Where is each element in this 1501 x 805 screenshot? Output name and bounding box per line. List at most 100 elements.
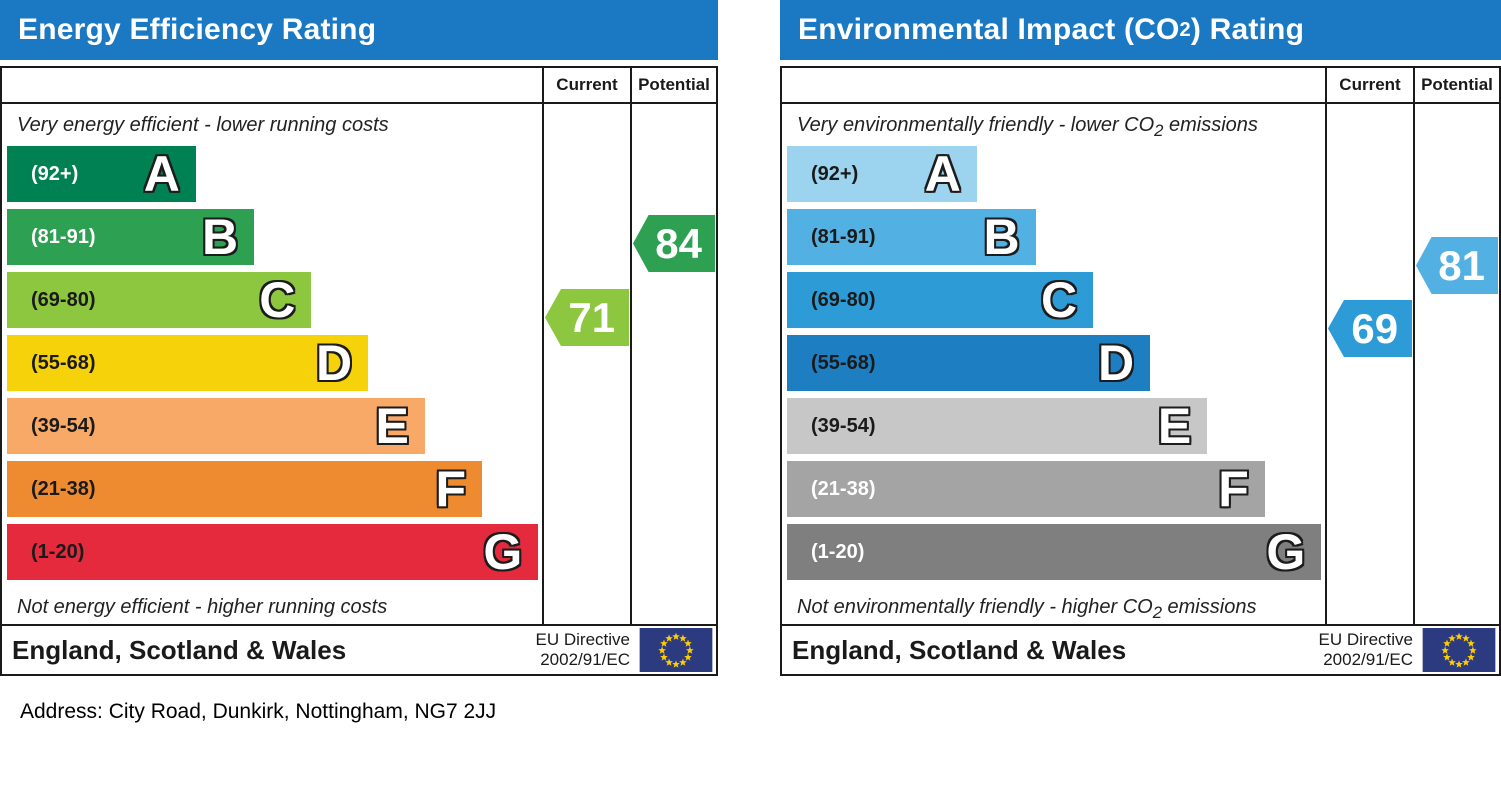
eu-star	[672, 632, 680, 640]
eu-star	[1443, 653, 1451, 661]
eu-star	[665, 658, 673, 666]
eu-star	[679, 658, 687, 666]
eu-star	[686, 646, 694, 654]
eu-star	[660, 653, 668, 661]
band-range-label: (81-91)	[31, 225, 96, 248]
bands-cell: Very energy efficient - lower running co…	[2, 104, 542, 624]
panel-title-text: Environmental Impact (CO	[798, 13, 1180, 46]
band-row-d: (55-68) D	[7, 335, 542, 391]
potential-rating-arrow: 84	[633, 215, 715, 272]
band-range-label: (21-38)	[31, 477, 96, 500]
band-row-b: (81-91) B	[7, 209, 542, 265]
top-note: Very environmentally friendly - lower CO…	[797, 114, 1258, 140]
eu-directive-label: EU Directive 2002/91/EC	[1318, 629, 1413, 669]
band-range-label: (21-38)	[811, 477, 876, 500]
eu-star	[684, 653, 692, 661]
band-letter: F	[1218, 461, 1249, 517]
band-row-f: (21-38) F	[787, 461, 1325, 517]
eu-star	[1462, 634, 1470, 642]
eu-star	[1441, 646, 1449, 654]
band-row-f: (21-38) F	[7, 461, 542, 517]
eu-star	[1467, 639, 1475, 647]
band-letter: E	[375, 398, 409, 454]
band-range-label: (39-54)	[31, 414, 96, 437]
chart-body: Very environmentally friendly - lower CO…	[782, 104, 1499, 624]
band-bar-b: (81-91) B	[7, 209, 255, 265]
address-line: Address: City Road, Dunkirk, Nottingham,…	[20, 700, 497, 723]
band-range-label: (69-80)	[811, 288, 876, 311]
band-row-b: (81-91) B	[787, 209, 1325, 265]
band-bar-e: (39-54) E	[7, 398, 425, 454]
eu-flag-icon	[639, 628, 713, 672]
eu-star	[1455, 660, 1463, 668]
eu-star	[679, 634, 687, 642]
band-letter: A	[143, 146, 180, 202]
eu-star	[1467, 653, 1475, 661]
bands-cell: Very environmentally friendly - lower CO…	[782, 104, 1325, 624]
header-spacer	[782, 68, 1325, 102]
eu-star	[1469, 646, 1477, 654]
current-value-column: 69	[1325, 104, 1413, 624]
eu-star	[658, 646, 666, 654]
table-header-row: Current Potential	[2, 68, 716, 104]
band-row-c: (69-80) C	[7, 272, 542, 328]
panel-title: Energy Efficiency Rating	[0, 0, 718, 60]
band-row-a: (92+) A	[787, 146, 1325, 202]
band-range-label: (55-68)	[811, 351, 876, 374]
panel-title: Environmental Impact (CO 2) Rating	[780, 0, 1501, 60]
environmental-impact-panel: Environmental Impact (CO 2) Rating Curren…	[780, 0, 1501, 676]
band-letter: C	[1041, 272, 1078, 328]
band-range-label: (81-91)	[811, 225, 876, 248]
rating-table: Current Potential Very energy efficient …	[0, 66, 718, 676]
eu-star	[684, 639, 692, 647]
bottom-note: Not environmentally friendly - higher CO…	[797, 596, 1257, 622]
eu-star	[1455, 632, 1463, 640]
region-label: England, Scotland & Wales	[792, 634, 1127, 665]
bottom-note: Not energy efficient - higher running co…	[17, 596, 388, 618]
chart-body: Very energy efficient - lower running co…	[2, 104, 716, 624]
eu-star	[1448, 634, 1456, 642]
band-range-label: (39-54)	[811, 414, 876, 437]
rating-table: Current Potential Very environmentally f…	[780, 66, 1501, 676]
band-bar-a: (92+) A	[787, 146, 977, 202]
potential-rating-arrow: 81	[1416, 237, 1498, 294]
band-row-d: (55-68) D	[787, 335, 1325, 391]
band-letter: C	[259, 272, 296, 328]
band-bar-g: (1-20) G	[787, 524, 1322, 580]
band-letter: G	[483, 524, 523, 580]
bands: (92+) A (81-91) B (69-80) C (55-68) D (39-54) E (2…	[787, 146, 1325, 580]
bands: (92+) A (81-91) B (69-80) C (55-68) D (39-54) E (2…	[7, 146, 542, 580]
region-label: England, Scotland & Wales	[12, 634, 347, 665]
band-row-g: (1-20) G	[787, 524, 1325, 580]
header-spacer	[2, 68, 542, 102]
energy-efficiency-panel: Energy Efficiency Rating Current Potenti…	[0, 0, 718, 676]
potential-value-column: 84	[630, 104, 716, 624]
band-letter: A	[924, 146, 961, 202]
current-value-column: 71	[542, 104, 630, 624]
current-column-header: Current	[1325, 68, 1413, 102]
band-range-label: (69-80)	[31, 288, 96, 311]
band-bar-c: (69-80) C	[7, 272, 312, 328]
band-letter: D	[316, 335, 353, 391]
potential-value-column: 81	[1413, 104, 1499, 624]
table-header-row: Current Potential	[782, 68, 1499, 104]
band-bar-f: (21-38) F	[787, 461, 1265, 517]
current-column-header: Current	[542, 68, 630, 102]
band-range-label: (92+)	[811, 162, 859, 185]
table-footer: England, Scotland & Wales EU Directive 2…	[2, 624, 716, 674]
potential-column-header: Potential	[630, 68, 716, 102]
eu-directive-label: EU Directive 2002/91/EC	[535, 629, 630, 669]
band-range-label: (1-20)	[811, 540, 865, 563]
band-letter: F	[435, 461, 467, 517]
band-row-a: (92+) A	[7, 146, 542, 202]
band-bar-e: (39-54) E	[787, 398, 1208, 454]
eu-star	[1462, 658, 1470, 666]
band-letter: D	[1098, 335, 1135, 391]
current-rating-arrow: 71	[545, 289, 629, 346]
band-row-e: (39-54) E	[787, 398, 1325, 454]
table-footer: England, Scotland & Wales EU Directive 2…	[782, 624, 1499, 674]
panel-title-text: Energy Efficiency Rating	[18, 13, 377, 46]
top-note: Very energy efficient - lower running co…	[17, 114, 389, 136]
eu-star	[665, 634, 673, 642]
eu-star	[1443, 639, 1451, 647]
